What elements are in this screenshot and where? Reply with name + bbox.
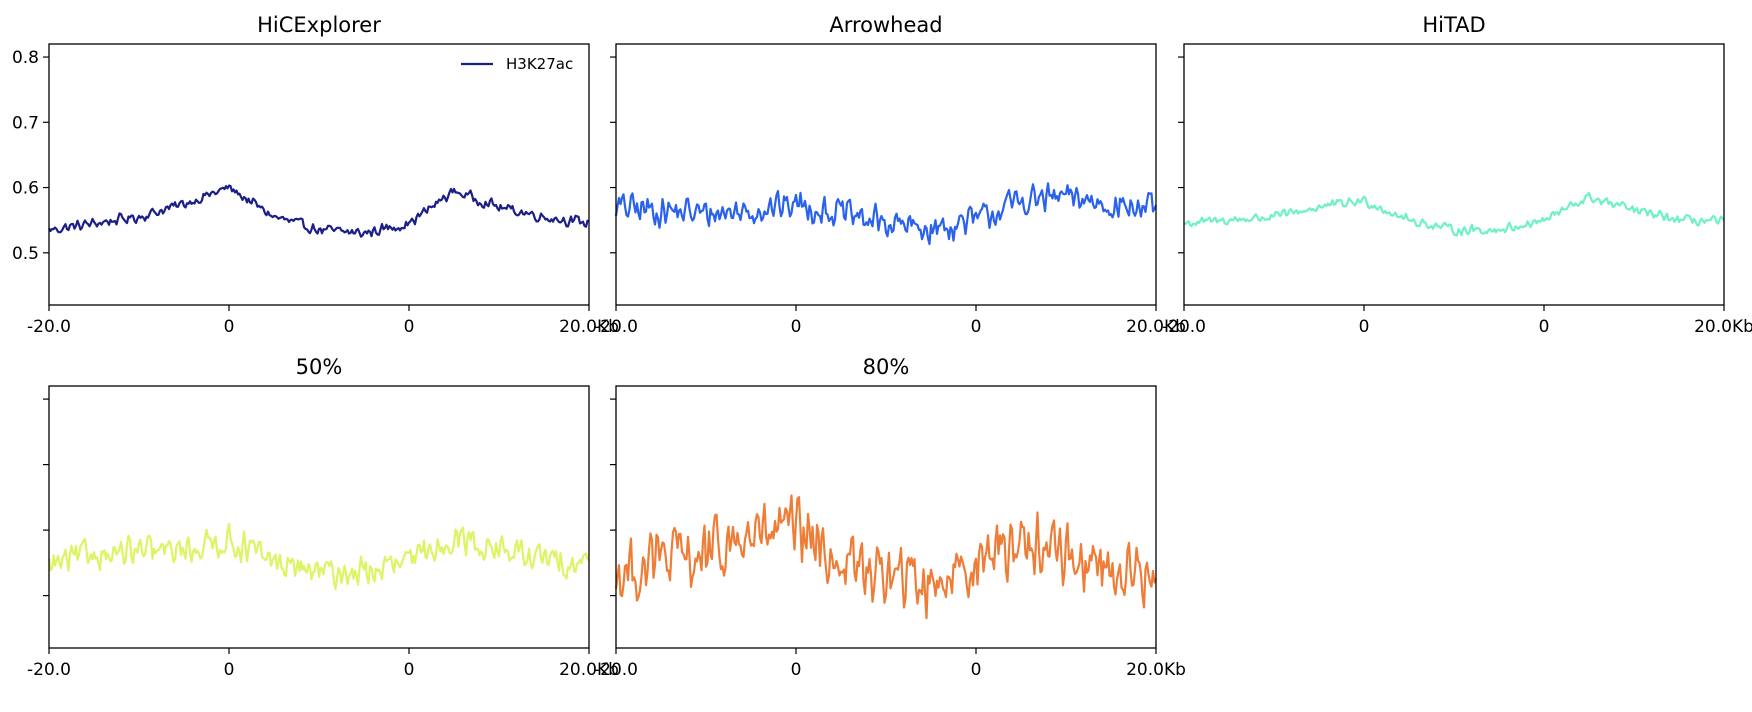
x-tick-label: -20.0: [1162, 317, 1206, 337]
axes-frame: [48, 385, 590, 649]
chart-panels: HiCExplorer 0.5 0.6 0.7 0.8 -20.0 0 0 20.0Kb H3K2…: [12, 13, 1752, 680]
panel-title: HiCExplorer: [257, 13, 381, 37]
x-tick-label: 0: [1539, 317, 1550, 337]
x-tick-label: -20.0: [594, 660, 638, 680]
x-tick-label: 0: [224, 317, 235, 337]
y-tick-label: 0.6: [12, 179, 39, 199]
axes-frame: [1183, 43, 1725, 306]
x-tick-label: 20.0Kb: [559, 660, 619, 680]
y-tick-label: 0.7: [12, 113, 39, 133]
panel-3: 50% -20.0 0 0 20.0Kb: [27, 355, 619, 680]
axes-frame: [48, 43, 590, 306]
x-tick-label: -20.0: [27, 317, 71, 337]
panel-0: HiCExplorer 0.5 0.6 0.7 0.8 -20.0 0 0 20.0Kb H3K2…: [12, 13, 619, 337]
series-line: [1183, 191, 1725, 237]
x-tick-label: 20.0Kb: [559, 317, 619, 337]
x-tick-label: 0: [971, 660, 982, 680]
x-tick-label: 0: [791, 317, 802, 337]
x-tick-label: 0: [971, 317, 982, 337]
x-tick-label: 0: [224, 660, 235, 680]
panel-4: 80% -20.0 0 0 20.0Kb: [594, 355, 1186, 680]
x-tick-label: 0: [791, 660, 802, 680]
y-tick-label: 0.8: [12, 48, 39, 68]
x-tick-label: 20.0Kb: [1694, 317, 1752, 337]
axes-frame: [615, 385, 1157, 649]
panel-title: 50%: [296, 355, 343, 379]
panel-title: HiTAD: [1422, 13, 1485, 37]
x-tick-label: 0: [404, 317, 415, 337]
x-tick-label: 20.0Kb: [1126, 660, 1186, 680]
series-line: [48, 184, 590, 238]
series-line: [47, 522, 590, 591]
panel-1: Arrowhead -20.0 0 0 20.0Kb: [594, 13, 1186, 337]
panel-title: Arrowhead: [829, 13, 942, 37]
axes-frame: [615, 43, 1157, 306]
x-tick-label: 0: [404, 660, 415, 680]
panel-2: HiTAD -20.0 0 0 20.0Kb: [1162, 13, 1752, 337]
legend-label: H3K27ac: [506, 55, 573, 73]
x-tick-label: -20.0: [27, 660, 71, 680]
series-line: [614, 494, 1158, 620]
x-tick-label: 20.0Kb: [1126, 317, 1186, 337]
x-tick-label: 0: [1359, 317, 1370, 337]
x-tick-label: -20.0: [594, 317, 638, 337]
series-line: [614, 182, 1158, 246]
panel-title: 80%: [863, 355, 910, 379]
y-tick-label: 0.5: [12, 244, 39, 264]
